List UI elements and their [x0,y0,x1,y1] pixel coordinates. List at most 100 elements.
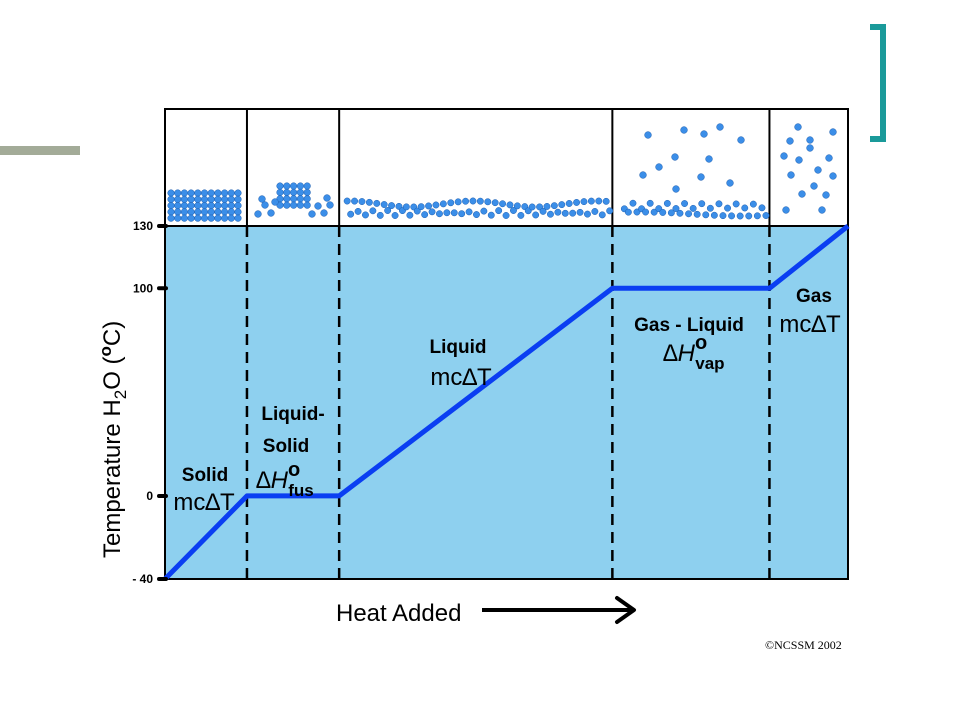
molecule-dot [362,211,369,219]
molecule-dot [458,210,466,218]
molecule-dot [676,209,684,217]
molecule-dot [296,195,304,203]
region-liquid-label: Liquid [430,337,487,358]
molecule-dot [732,200,740,208]
molecule-dot [698,200,706,208]
molecule-dot [753,212,761,220]
molecule-dot [741,204,749,212]
molecule-dot [200,214,209,222]
molecule-dot [480,207,488,215]
molecule-dot [296,201,304,209]
molecule-dot [187,202,195,210]
molecule-dot [180,208,188,216]
molecule-dot [528,203,536,211]
molecule-dot [543,203,551,210]
molecule-dot [798,190,806,198]
molecule-dot [795,156,803,164]
molecule-dot [194,208,202,216]
molecule-dot [573,198,581,206]
molecule-dot [646,199,654,207]
region-solid-label: Solid [182,465,228,486]
molecule-dot [180,195,188,203]
y-tick-label: - 40 [132,572,153,586]
molecule-dot [782,206,790,214]
molecule-dot [499,200,507,208]
molecule-dot [308,210,316,218]
molecule-dot [200,189,209,197]
molecule-dot [200,202,209,210]
molecule-dot [587,197,595,205]
molecule-dot [602,197,610,205]
molecule-dot [716,123,724,131]
molecule-dot [487,211,495,219]
molecule-dot [207,208,215,216]
molecule-dot [576,208,584,216]
molecule-dot [296,188,304,196]
molecule-dot [561,209,569,217]
molecule-dot [194,189,202,197]
molecule-dot [320,209,328,217]
molecule-dot [465,208,473,216]
molecule-dot [326,201,334,209]
molecule-dot [358,198,366,205]
molecule-dot [706,204,714,212]
molecule-dot [671,153,679,161]
molecule-dot [221,208,229,216]
molecule-dot [672,205,680,212]
molecule-dot [650,208,658,216]
molecule-dot [780,152,788,160]
molecule-dot [174,195,182,203]
molecule-dot [167,214,175,222]
molecule-dot [187,214,195,222]
molecule-dot [174,202,182,210]
molecule-dot [495,207,503,215]
molecule-dot [200,208,209,216]
molecule-dot [829,172,837,180]
decorative-bar [0,146,80,155]
molecule-dot [476,197,484,205]
molecule-dot [200,195,209,203]
molecule-dot [194,202,202,210]
molecule-dot [376,211,384,219]
molecule-dot [550,202,558,210]
molecule-dot [547,210,554,218]
molecule-dot [715,200,723,208]
molecule-dot [447,199,455,207]
molecule-dot [303,182,311,190]
region-liquid-solid-label-1: Liquid- [261,404,324,425]
molecule-dot [373,199,381,207]
molecule-dot [276,188,284,196]
molecule-dot [194,214,202,222]
molecule-illustrations [167,123,837,222]
molecule-dot [214,189,222,197]
molecule-dot [413,207,421,215]
y-tick-label: 0 [146,489,153,503]
molecule-dot [296,182,304,190]
molecule-dot [705,155,713,163]
molecule-dot [624,208,632,216]
molecule-dot [283,201,291,209]
molecule-dot [680,126,688,134]
molecule-dot [351,197,359,205]
molecule-dot [787,171,795,179]
molecule-dot [491,199,499,207]
plot-area [164,225,849,580]
molecule-dot [737,136,745,144]
molecule-dot [180,214,188,222]
molecule-dot [693,210,701,218]
molecule-panel-dividers [245,109,771,226]
molecule-dot [303,201,311,209]
molecule-dot [606,207,614,215]
molecule-dot [227,214,235,222]
molecule-dot [425,202,433,210]
copyright-notice: ©NCSSM 2002 [765,638,842,652]
molecule-dot [510,207,517,214]
molecule-dot [580,198,588,206]
molecule-dot [724,204,732,212]
molecule-dot [271,198,279,206]
molecule-dot [187,195,195,203]
molecule-dot [726,179,734,187]
molecule-dot [689,204,697,212]
molecule-dot [283,195,291,203]
